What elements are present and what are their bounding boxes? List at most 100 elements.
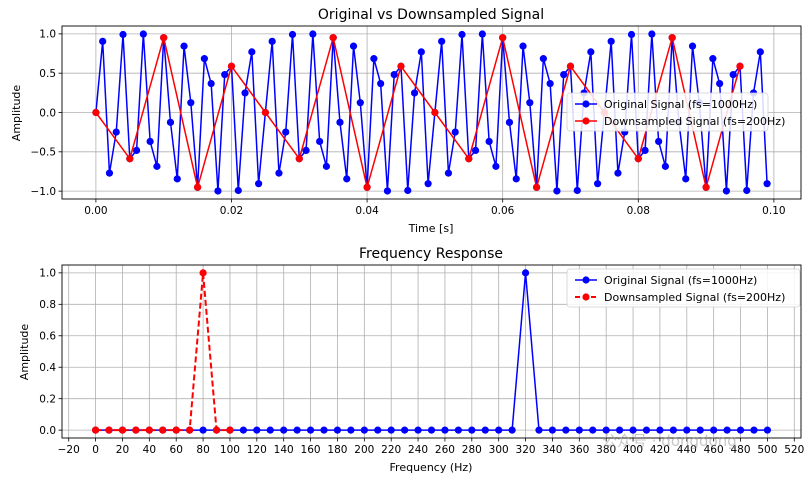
- data-point: [280, 426, 288, 434]
- data-point: [241, 89, 249, 97]
- frequency-domain-chart: Frequency Response −20 0 20 40 60 80 100 120 140…: [18, 246, 804, 474]
- data-point: [397, 62, 405, 70]
- data-point: [668, 34, 676, 42]
- y-tick-label: 0.5: [39, 68, 56, 80]
- data-point: [499, 34, 507, 42]
- watermark-text: 公众号 · dongdong: [602, 432, 737, 450]
- data-point: [105, 169, 114, 177]
- y-axis-label: Amplitude: [10, 85, 23, 142]
- data-point: [512, 175, 520, 183]
- x-tick-label: 20: [116, 444, 129, 456]
- data-point: [548, 426, 557, 434]
- x-tick-label: 220: [381, 444, 401, 456]
- data-point: [414, 426, 422, 434]
- data-point: [234, 186, 242, 195]
- x-tick-label: 0: [92, 444, 99, 456]
- x-tick-label: 140: [274, 444, 294, 456]
- data-point: [575, 426, 583, 434]
- data-point: [553, 187, 561, 195]
- data-point: [546, 79, 554, 88]
- data-point: [139, 30, 147, 38]
- data-point: [614, 169, 622, 177]
- data-point: [199, 269, 207, 277]
- data-point: [199, 426, 207, 434]
- legend-marker: [582, 117, 590, 125]
- legend: Original Signal (fs=1000Hz) Downsampled S…: [566, 92, 785, 132]
- x-tick-label: 0.10: [762, 205, 785, 217]
- data-point: [688, 42, 697, 50]
- data-point: [302, 146, 310, 155]
- legend-marker: [582, 276, 590, 284]
- y-tick-label: 1.0: [39, 268, 56, 280]
- data-point: [370, 55, 378, 63]
- data-point: [648, 30, 656, 38]
- data-point: [756, 48, 764, 56]
- data-point: [293, 426, 301, 434]
- data-point: [166, 118, 175, 126]
- data-point: [589, 426, 597, 434]
- data-point: [702, 183, 710, 191]
- data-point: [454, 426, 462, 434]
- data-point: [602, 426, 610, 434]
- data-point: [186, 426, 194, 434]
- data-point: [336, 118, 344, 126]
- x-tick-label: 260: [435, 444, 455, 456]
- data-point: [227, 62, 236, 70]
- chart-title: Frequency Response: [359, 246, 503, 262]
- data-point: [119, 30, 127, 39]
- data-point: [566, 62, 575, 70]
- data-point: [710, 426, 718, 434]
- y-tick-label: −0.5: [31, 147, 57, 159]
- data-point: [629, 426, 637, 434]
- data-point: [212, 426, 221, 434]
- legend-box: [566, 92, 769, 132]
- data-point: [145, 426, 153, 434]
- data-point: [417, 48, 425, 56]
- data-point: [468, 426, 476, 434]
- data-point: [669, 426, 677, 434]
- x-tick-label: 80: [196, 444, 209, 456]
- data-point: [268, 37, 276, 45]
- data-point: [306, 426, 315, 434]
- data-point: [750, 426, 758, 434]
- data-point: [683, 426, 691, 434]
- data-point: [266, 426, 274, 434]
- y-tick-label: 0.0: [39, 425, 56, 437]
- x-tick-label: 440: [677, 444, 697, 456]
- plot-frame: [61, 264, 802, 439]
- data-point: [92, 108, 100, 117]
- x-tick-label: 340: [542, 444, 562, 456]
- data-point: [656, 426, 664, 434]
- data-point: [729, 70, 737, 79]
- data-point: [495, 426, 503, 434]
- data-point: [465, 155, 473, 163]
- data-point: [226, 426, 234, 434]
- data-point: [261, 108, 269, 117]
- data-point: [438, 37, 446, 45]
- data-point: [248, 48, 256, 56]
- data-point: [458, 30, 466, 39]
- data-point: [377, 79, 385, 88]
- data-point: [485, 137, 493, 146]
- data-point: [441, 426, 449, 434]
- data-point: [91, 426, 100, 434]
- data-point: [532, 183, 541, 191]
- y-tick-label: 0.6: [39, 331, 56, 343]
- x-tick-label: 420: [650, 444, 670, 456]
- x-tick-label: 460: [704, 444, 724, 456]
- data-point: [505, 118, 514, 126]
- data-point: [627, 30, 636, 39]
- data-point: [562, 426, 570, 434]
- y-tick-label: −1.0: [31, 186, 57, 198]
- data-point: [716, 79, 724, 88]
- x-tick-label: 100: [220, 444, 240, 456]
- legend: Original Signal (fs=1000Hz) Downsampled S…: [566, 268, 801, 308]
- x-tick-label: 300: [489, 444, 509, 456]
- data-point: [521, 269, 530, 277]
- legend-label: Downsampled Signal (fs=200Hz): [604, 291, 785, 304]
- data-point: [587, 48, 595, 56]
- x-tick-label: 120: [247, 444, 267, 456]
- data-point: [519, 42, 527, 50]
- x-tick-label: 60: [170, 444, 183, 456]
